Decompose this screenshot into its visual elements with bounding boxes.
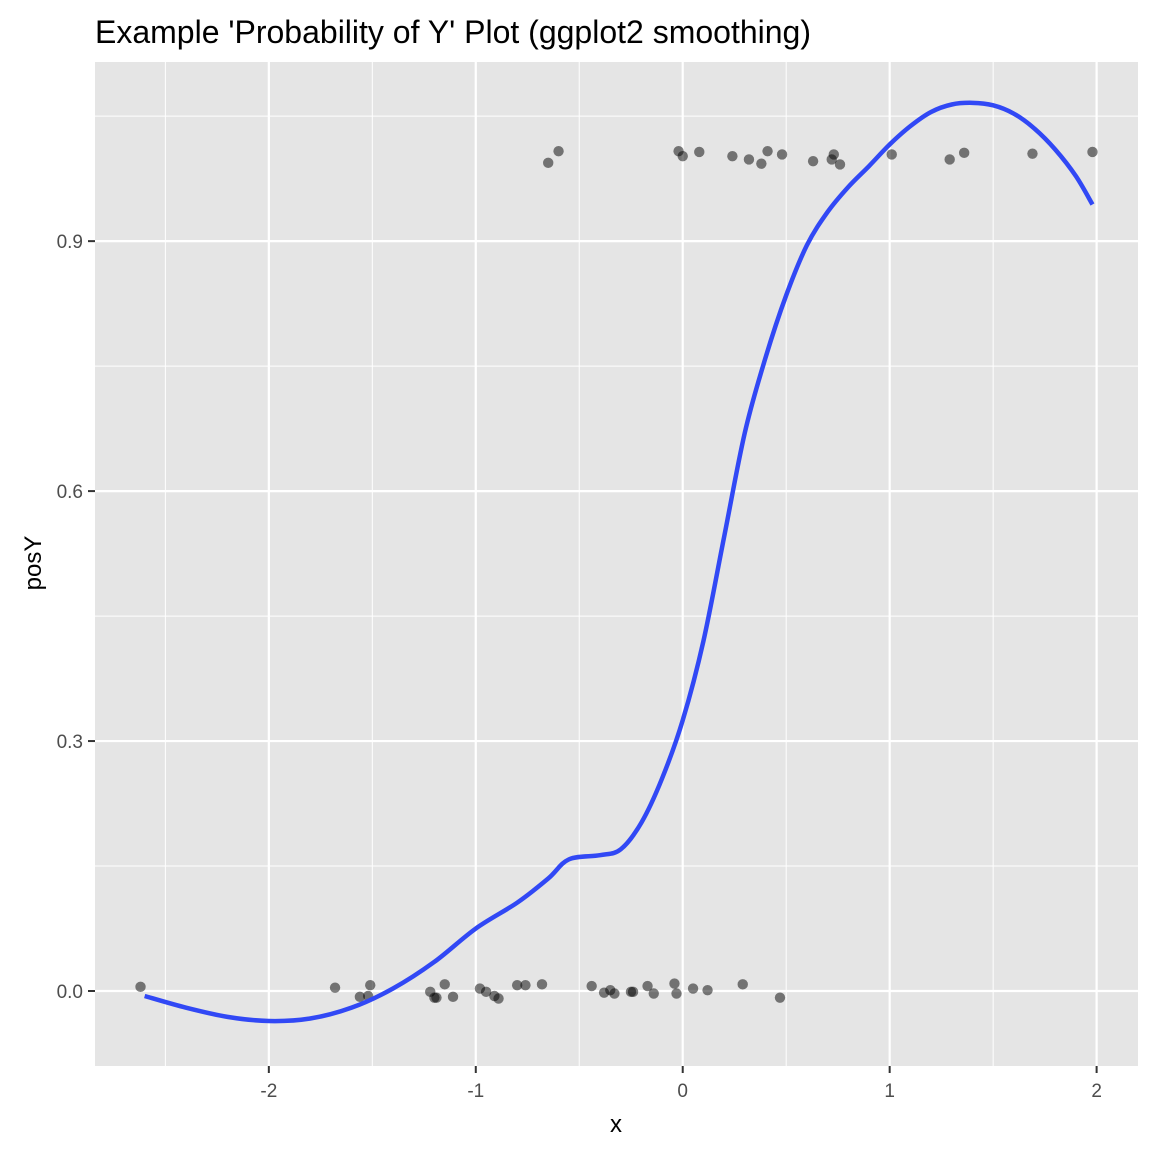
data-point [586, 980, 597, 992]
data-point [439, 979, 450, 990]
data-point [762, 145, 773, 157]
data-point [807, 155, 819, 167]
x-axis-ticks: -2 -1 0 1 2 [260, 1066, 1102, 1102]
data-point [677, 150, 688, 162]
x-tick-label: 0 [677, 1081, 688, 1102]
data-point [669, 978, 680, 989]
data-point [1087, 146, 1098, 158]
y-tick-label: 0.0 [57, 982, 83, 1003]
major-gridlines [95, 62, 1138, 1066]
data-point [944, 154, 955, 165]
chart-title: Example 'Probability of Y' Plot (ggplot2… [95, 14, 811, 50]
data-point [354, 991, 366, 1003]
data-point [958, 147, 970, 159]
data-point [737, 979, 748, 990]
data-point [743, 154, 755, 165]
data-point [774, 992, 786, 1003]
x-tick-label: 2 [1091, 1081, 1102, 1102]
data-point [727, 150, 738, 162]
data-point [553, 145, 564, 157]
x-axis-title: x [610, 1111, 622, 1138]
data-point [776, 149, 788, 160]
data-point [828, 149, 839, 160]
data-point [671, 988, 682, 999]
data-point [886, 149, 897, 160]
data-point [329, 982, 341, 993]
data-point [834, 159, 846, 170]
smoothing-curve [144, 100, 1095, 1024]
data-point [627, 986, 639, 998]
data-point [536, 979, 548, 990]
y-axis-title: posY [20, 536, 47, 591]
data-point [756, 158, 767, 169]
x-tick-label: 1 [884, 1081, 895, 1102]
data-point [447, 991, 459, 1003]
data-point [609, 988, 620, 999]
data-point [648, 988, 659, 999]
x-tick-label: -1 [467, 1081, 484, 1102]
data-point [431, 992, 442, 1003]
y-tick-label: 0.3 [57, 732, 83, 753]
data-point [543, 157, 554, 169]
data-point [480, 986, 492, 998]
plot-panel [95, 62, 1138, 1066]
data-point [511, 979, 523, 991]
y-tick-label: 0.6 [57, 482, 83, 503]
data-point [687, 983, 699, 994]
y-tick-label: 0.9 [57, 232, 83, 253]
data-point [1027, 148, 1038, 159]
data-point [642, 980, 653, 992]
data-point [702, 984, 713, 996]
data-point [520, 979, 531, 991]
data-point [365, 979, 376, 991]
y-axis-ticks: 0.0 0.3 0.6 0.9 [57, 232, 95, 1003]
data-point [135, 981, 146, 993]
data-point [493, 993, 504, 1004]
x-tick-label: -2 [260, 1081, 277, 1102]
data-point [694, 146, 705, 158]
